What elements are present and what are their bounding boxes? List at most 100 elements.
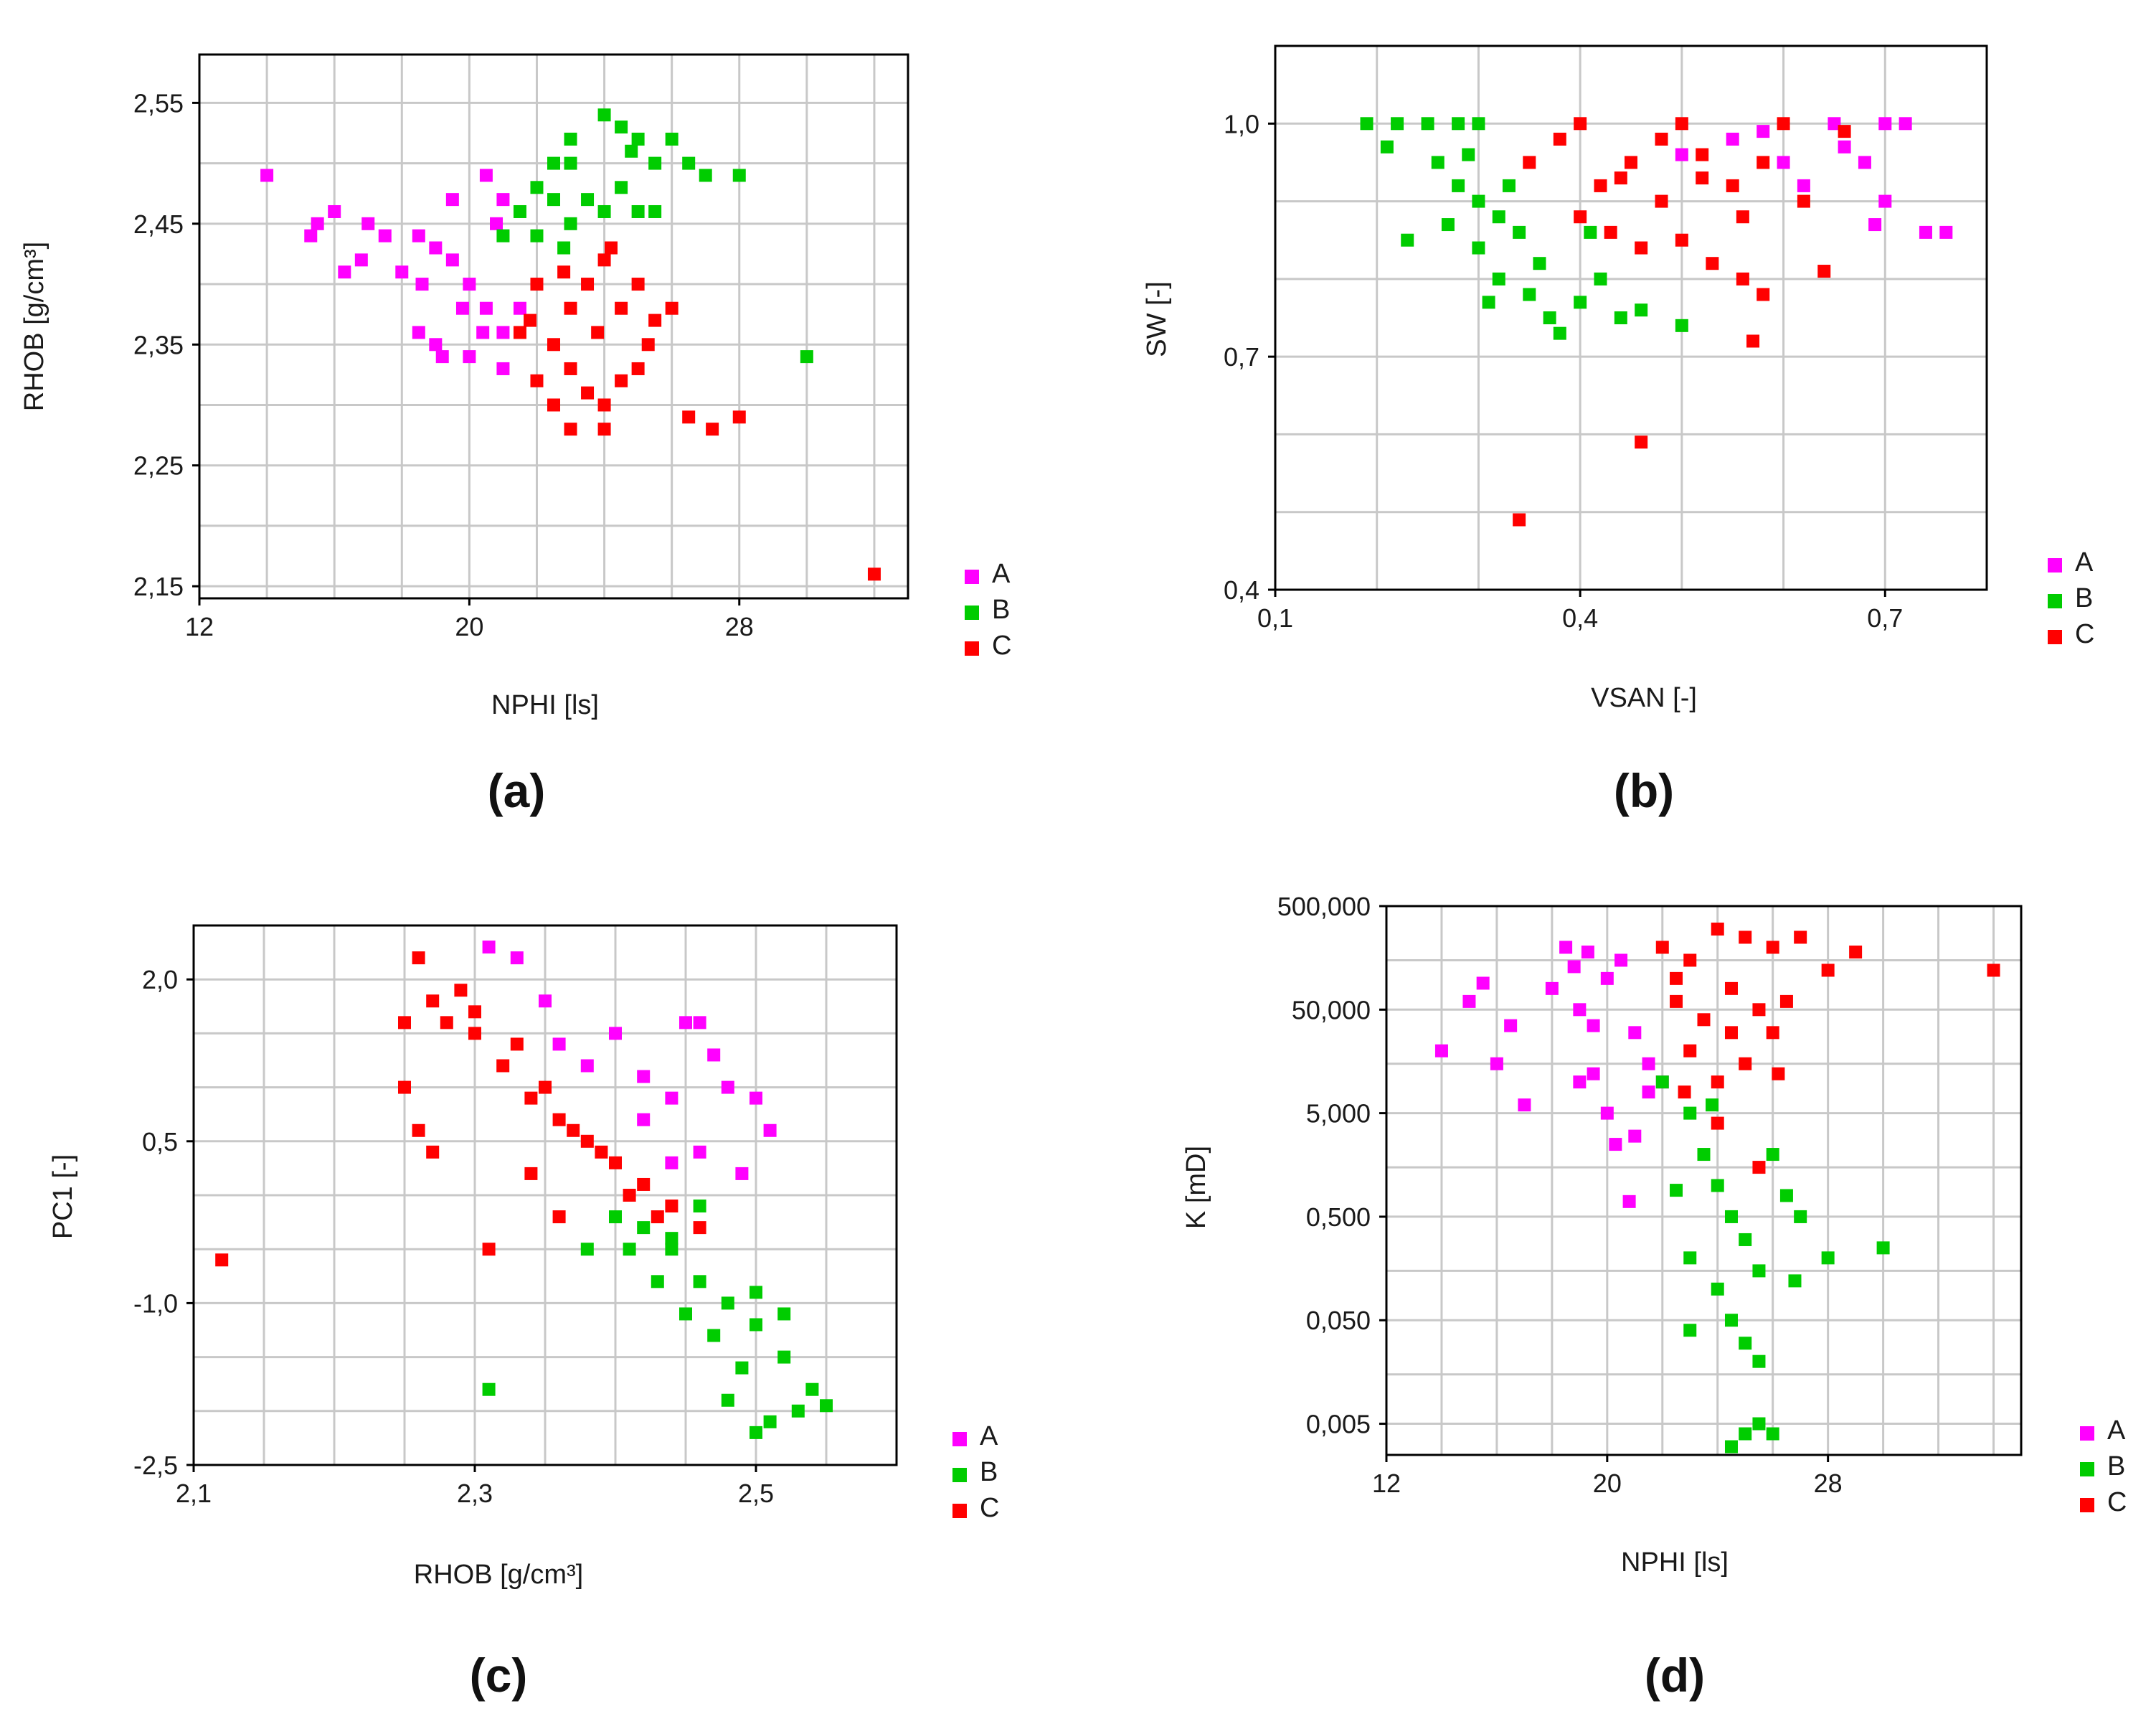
data-point-c bbox=[867, 567, 881, 581]
data-point-b bbox=[721, 1296, 734, 1310]
data-point-c bbox=[454, 984, 468, 997]
data-point-a bbox=[665, 1091, 679, 1105]
plot-frame bbox=[198, 53, 909, 600]
panel-label: (b) bbox=[1614, 764, 1674, 817]
data-point-b bbox=[1452, 117, 1465, 131]
data-point-a bbox=[1878, 117, 1892, 131]
data-point-b bbox=[1706, 1098, 1719, 1112]
data-point-c bbox=[1513, 513, 1526, 527]
data-point-c bbox=[631, 278, 645, 291]
data-point-b bbox=[581, 193, 595, 207]
y-tick-label: 0,500 bbox=[1306, 1202, 1371, 1232]
data-point-b bbox=[1683, 1324, 1697, 1337]
legend-label-c: C bbox=[980, 1493, 999, 1523]
data-point-b bbox=[1401, 233, 1414, 247]
data-point-b bbox=[1614, 311, 1627, 324]
data-point-a bbox=[429, 338, 443, 352]
x-axis-label: NPHI [ls] bbox=[1621, 1547, 1729, 1578]
data-point-a bbox=[510, 951, 524, 965]
data-point-a bbox=[580, 1059, 594, 1073]
data-point-a bbox=[1757, 125, 1770, 138]
data-point-c bbox=[1797, 194, 1810, 208]
data-point-c bbox=[1779, 994, 1793, 1008]
data-point-b bbox=[530, 181, 544, 194]
data-point-c bbox=[1821, 963, 1835, 977]
data-point-c bbox=[513, 326, 526, 339]
legend-marker-a bbox=[952, 1432, 967, 1446]
data-point-a bbox=[479, 301, 493, 315]
data-point-c bbox=[665, 1200, 679, 1213]
data-point-b bbox=[1523, 288, 1536, 301]
data-point-a bbox=[1858, 156, 1871, 169]
data-point-b bbox=[1821, 1251, 1835, 1265]
data-point-b bbox=[1788, 1274, 1802, 1288]
y-tick-label: 0,005 bbox=[1306, 1410, 1371, 1439]
y-tick-label: 0,5 bbox=[142, 1127, 178, 1156]
plot-frame bbox=[1274, 44, 1988, 591]
data-point-a bbox=[552, 1037, 566, 1051]
x-tick-label: 0,7 bbox=[1867, 603, 1903, 633]
data-point-b bbox=[580, 1243, 594, 1256]
data-point-b bbox=[631, 204, 645, 218]
data-point-c bbox=[1736, 210, 1749, 224]
data-point-b bbox=[735, 1361, 749, 1375]
data-point-c bbox=[1706, 257, 1719, 270]
data-point-b bbox=[1543, 311, 1556, 324]
data-point-b bbox=[1711, 1282, 1724, 1296]
data-point-a bbox=[1622, 1195, 1636, 1208]
x-tick-label: 20 bbox=[1593, 1469, 1622, 1498]
data-point-a bbox=[637, 1070, 651, 1083]
data-point-a bbox=[415, 278, 429, 291]
data-point-b bbox=[1391, 117, 1404, 131]
chart-panel-d: 12 20 28 0,005 0,050 0,500 5,000 50,000 500,000 N… bbox=[1181, 892, 2127, 1702]
data-point-a bbox=[1609, 1138, 1622, 1151]
data-point-c bbox=[609, 1156, 622, 1169]
data-point-b bbox=[1452, 179, 1465, 192]
data-point-a bbox=[412, 229, 425, 242]
data-point-a bbox=[1476, 976, 1490, 990]
data-point-c bbox=[547, 338, 560, 352]
data-point-b bbox=[547, 156, 560, 170]
data-point-b bbox=[1683, 1106, 1697, 1120]
data-point-c bbox=[581, 278, 595, 291]
data-point-b bbox=[547, 193, 560, 207]
data-point-c bbox=[1711, 1075, 1724, 1089]
data-point-b bbox=[1697, 1148, 1711, 1162]
data-point-c bbox=[641, 338, 655, 352]
data-point-b bbox=[1752, 1264, 1766, 1278]
data-point-b bbox=[1752, 1417, 1766, 1431]
data-point-c bbox=[631, 362, 645, 375]
data-point-c bbox=[524, 314, 537, 327]
data-point-b bbox=[597, 204, 611, 218]
y-tick-label: 0,4 bbox=[1224, 575, 1259, 605]
y-tick-label: 500,000 bbox=[1277, 892, 1371, 921]
data-point-a bbox=[1581, 946, 1594, 959]
y-tick-label: 1,0 bbox=[1224, 109, 1259, 138]
data-point-b bbox=[557, 241, 571, 255]
data-point-b bbox=[1431, 156, 1445, 169]
data-point-c bbox=[1739, 1057, 1752, 1070]
data-point-a bbox=[693, 1145, 706, 1159]
data-point-b bbox=[820, 1399, 833, 1413]
data-point-b bbox=[693, 1275, 706, 1288]
data-point-a bbox=[679, 1016, 692, 1029]
data-point-b bbox=[699, 169, 712, 182]
data-point-c bbox=[637, 1177, 651, 1191]
data-point-a bbox=[311, 217, 324, 230]
data-point-c bbox=[524, 1091, 538, 1105]
data-point-c bbox=[530, 374, 544, 387]
data-point-c bbox=[426, 994, 440, 1008]
data-point-a bbox=[721, 1080, 734, 1094]
data-point-c bbox=[552, 1113, 566, 1126]
data-point-c bbox=[1697, 1013, 1711, 1027]
data-point-a bbox=[1628, 1129, 1642, 1143]
data-point-c bbox=[732, 410, 746, 424]
x-axis-label: NPHI [ls] bbox=[491, 690, 599, 720]
data-point-c bbox=[1711, 1116, 1724, 1130]
data-point-a bbox=[490, 217, 503, 230]
y-tick-label: -2,5 bbox=[133, 1451, 178, 1480]
plot-area bbox=[199, 55, 908, 598]
legend-marker-b bbox=[952, 1468, 967, 1482]
